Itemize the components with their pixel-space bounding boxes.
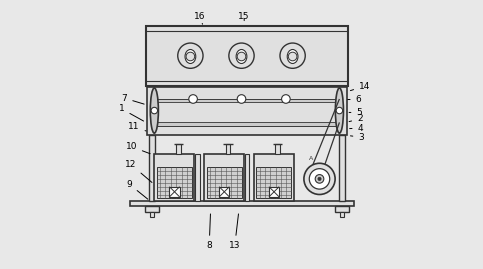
Bar [157,167,192,198]
Bar [170,187,180,197]
Bar [275,144,280,154]
Text: 9: 9 [127,180,148,199]
Text: 15: 15 [239,12,250,21]
Ellipse shape [185,49,196,63]
Circle shape [282,95,290,103]
Text: 1: 1 [119,104,143,121]
Bar [340,212,344,217]
Bar [154,154,195,201]
Bar [256,167,291,198]
Text: 3: 3 [351,133,364,142]
Text: 13: 13 [229,214,241,250]
Circle shape [237,52,246,61]
Bar [335,206,349,212]
Bar [150,212,154,217]
Bar [176,144,181,154]
Bar [195,154,199,201]
Circle shape [309,169,330,189]
Text: 16: 16 [194,12,206,24]
Bar [146,26,348,86]
Circle shape [288,52,297,61]
Circle shape [186,52,195,61]
Circle shape [336,107,342,114]
Circle shape [318,177,321,180]
Bar [226,144,230,154]
Text: 4: 4 [350,123,363,133]
Text: 5: 5 [349,108,362,117]
Circle shape [280,43,305,68]
Bar [245,154,249,201]
Text: 2: 2 [349,114,363,123]
Text: 12: 12 [125,160,152,182]
Bar [204,154,244,201]
Circle shape [178,43,203,68]
Text: A: A [309,155,313,161]
Bar [269,187,279,197]
Circle shape [237,95,246,103]
Circle shape [229,43,254,68]
Bar [130,201,355,206]
Bar [145,206,159,212]
Circle shape [304,163,335,194]
Bar [147,87,347,134]
Text: 7: 7 [122,94,144,104]
Text: 14: 14 [350,82,370,91]
Circle shape [315,175,324,183]
Bar [219,187,229,197]
Circle shape [189,95,198,103]
Bar [149,134,155,201]
Ellipse shape [150,88,158,133]
Text: 8: 8 [206,214,212,250]
Bar [155,99,340,102]
Text: 11: 11 [128,122,146,132]
Text: 6: 6 [348,95,361,104]
Bar [254,154,294,201]
Circle shape [151,107,157,114]
Bar [155,122,340,126]
Ellipse shape [335,88,343,133]
Ellipse shape [287,49,298,63]
Bar [339,134,345,201]
Ellipse shape [236,49,247,63]
Bar [207,167,242,198]
Text: 10: 10 [126,142,150,154]
